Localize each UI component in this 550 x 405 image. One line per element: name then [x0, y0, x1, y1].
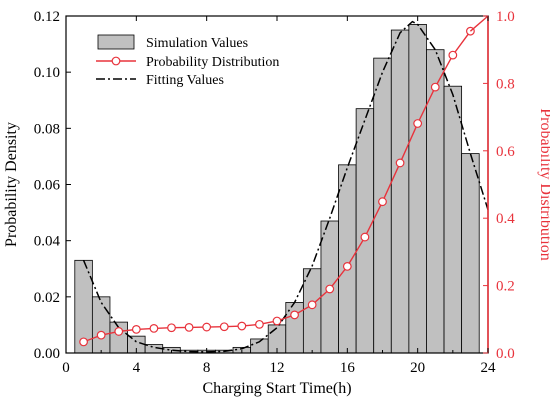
y-tick-label: 0.02	[34, 290, 60, 306]
y2-tick-label: 0.8	[496, 76, 515, 92]
fitting-line	[82, 20, 489, 353]
distribution-point	[413, 119, 423, 128]
tick-labels: 0 4 8 12 16 20 24 0.00 0.02 0.04 0.06 0.08 0.10 0.12 0…	[34, 9, 516, 376]
distribution-point	[325, 284, 335, 294]
legend-bar-swatch	[97, 34, 135, 50]
y-tick-label: 0.12	[34, 9, 60, 25]
x-tick-label: 12	[270, 360, 285, 376]
distribution-point	[149, 323, 159, 333]
y2-tick-label: 0.2	[496, 279, 515, 295]
distribution-point	[131, 325, 141, 334]
histogram-bar	[91, 296, 111, 354]
distribution-point	[290, 310, 299, 320]
y2-tick-label: 0.4	[496, 211, 515, 227]
y-tick-label: 0.10	[34, 65, 60, 81]
legend-distribution-marker	[111, 56, 121, 66]
histogram-bar	[390, 29, 410, 354]
histogram-bar	[355, 108, 375, 354]
axes	[65, 15, 489, 354]
distribution-point	[219, 322, 229, 332]
distribution-line-end	[469, 15, 489, 32]
distribution-point	[255, 319, 264, 329]
distribution-point	[202, 322, 212, 332]
histogram-bar	[443, 85, 463, 354]
distribution-point	[272, 316, 282, 326]
histogram-bar	[461, 153, 480, 354]
legend-bar-label: Simulation Values	[146, 36, 248, 51]
histogram-bar	[302, 268, 322, 354]
distribution-point	[184, 322, 194, 332]
y2-tick-label: 0.0	[496, 346, 515, 362]
x-tick-label: 20	[410, 360, 425, 376]
histogram-bar	[408, 24, 427, 354]
y-tick-label: 0.00	[34, 346, 60, 362]
distribution-point	[360, 232, 370, 242]
x-tick-label: 16	[340, 360, 356, 376]
distribution-point	[79, 337, 88, 347]
histogram-bar	[338, 164, 357, 354]
x-tick-label: 0	[62, 360, 70, 376]
distribution-point	[448, 50, 458, 60]
distribution-point	[307, 300, 317, 310]
x-axis-title: Charging Start Time(h)	[202, 380, 351, 397]
histogram-bar	[426, 49, 445, 354]
distribution-curve	[79, 15, 489, 347]
distribution-point	[114, 327, 124, 336]
y-tick-label: 0.08	[34, 121, 60, 137]
y-tick-label: 0.04	[34, 234, 61, 250]
fitting-curve	[82, 20, 489, 353]
y2-tick-label: 1.0	[496, 9, 515, 25]
x-tick-label: 8	[203, 360, 211, 376]
legend-distribution-label: Probability Distribution	[146, 55, 279, 70]
legend: Simulation Values Probability Distributi…	[96, 34, 279, 88]
y2-axis-title: Probability Distribution	[537, 108, 550, 260]
histogram-bars	[74, 24, 480, 354]
x-tick-label: 24	[481, 360, 497, 376]
legend-fitting-label: Fitting Values	[146, 73, 224, 88]
distribution-point	[342, 261, 352, 271]
distribution-point	[395, 158, 405, 168]
distribution-point	[378, 197, 387, 207]
x-tick-label: 4	[133, 360, 141, 376]
distribution-point	[430, 82, 440, 92]
distribution-point	[167, 323, 176, 333]
y-tick-label: 0.06	[34, 178, 61, 194]
y2-tick-label: 0.6	[496, 144, 515, 160]
distribution-point	[96, 330, 106, 340]
y-axis-title: Probability Density	[3, 122, 20, 247]
distribution-point	[237, 321, 247, 331]
